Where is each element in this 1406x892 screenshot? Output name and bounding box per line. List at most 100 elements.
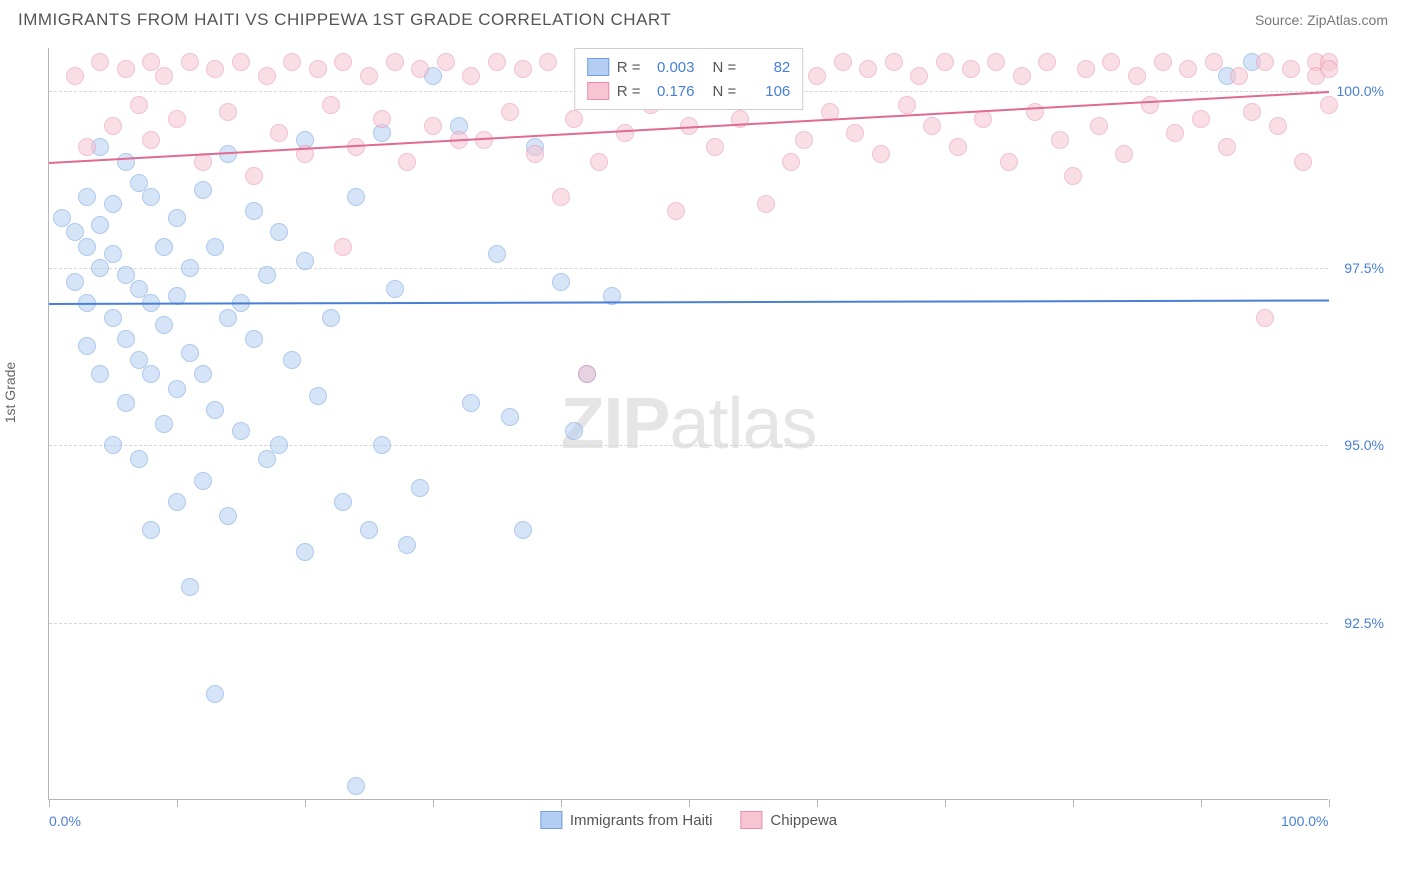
- legend-n-label: N =: [713, 83, 737, 100]
- data-point: [181, 578, 199, 596]
- data-point: [309, 60, 327, 78]
- data-point: [270, 124, 288, 142]
- data-point: [565, 422, 583, 440]
- data-point: [155, 415, 173, 433]
- data-point: [219, 507, 237, 525]
- data-point: [1038, 53, 1056, 71]
- data-point: [1256, 53, 1274, 71]
- data-point: [334, 493, 352, 511]
- data-point: [309, 387, 327, 405]
- data-point: [1102, 53, 1120, 71]
- x-tick: [1329, 799, 1330, 807]
- data-point: [424, 117, 442, 135]
- data-point: [91, 216, 109, 234]
- data-point: [232, 53, 250, 71]
- data-point: [130, 450, 148, 468]
- data-point: [1218, 138, 1236, 156]
- data-point: [514, 60, 532, 78]
- data-point: [117, 330, 135, 348]
- data-point: [1230, 67, 1248, 85]
- data-point: [462, 394, 480, 412]
- gridline: [49, 445, 1328, 446]
- data-point: [578, 365, 596, 383]
- series-legend: Immigrants from Haiti Chippewa: [540, 811, 837, 829]
- data-point: [1320, 96, 1338, 114]
- data-point: [501, 103, 519, 121]
- x-tick: [817, 799, 818, 807]
- legend-r-label: R =: [617, 59, 641, 76]
- data-point: [181, 53, 199, 71]
- data-point: [91, 53, 109, 71]
- x-tick: [433, 799, 434, 807]
- y-tick-label: 97.5%: [1344, 260, 1384, 276]
- data-point: [1269, 117, 1287, 135]
- y-tick-label: 92.5%: [1344, 615, 1384, 631]
- legend-r-label: R =: [617, 83, 641, 100]
- data-point: [1320, 60, 1338, 78]
- data-point: [1128, 67, 1146, 85]
- data-point: [104, 195, 122, 213]
- data-point: [181, 259, 199, 277]
- data-point: [206, 238, 224, 256]
- data-point: [334, 238, 352, 256]
- data-point: [885, 53, 903, 71]
- data-point: [552, 188, 570, 206]
- data-point: [142, 365, 160, 383]
- data-point: [386, 53, 404, 71]
- data-point: [232, 422, 250, 440]
- data-point: [808, 67, 826, 85]
- data-point: [1205, 53, 1223, 71]
- data-point: [347, 188, 365, 206]
- data-point: [104, 309, 122, 327]
- data-point: [795, 131, 813, 149]
- data-point: [117, 60, 135, 78]
- series-legend-item: Chippewa: [740, 811, 837, 829]
- data-point: [142, 521, 160, 539]
- data-point: [1000, 153, 1018, 171]
- data-point: [462, 67, 480, 85]
- legend-n-value: 106: [744, 83, 790, 100]
- data-point: [411, 60, 429, 78]
- data-point: [245, 202, 263, 220]
- data-point: [91, 259, 109, 277]
- data-point: [962, 60, 980, 78]
- data-point: [206, 401, 224, 419]
- data-point: [104, 436, 122, 454]
- watermark: ZIPatlas: [560, 383, 816, 465]
- x-tick-label: 100.0%: [1281, 813, 1328, 829]
- data-point: [194, 181, 212, 199]
- gridline: [49, 623, 1328, 624]
- data-point: [526, 145, 544, 163]
- x-tick: [49, 799, 50, 807]
- data-point: [501, 408, 519, 426]
- data-point: [539, 53, 557, 71]
- data-point: [398, 153, 416, 171]
- x-tick-label: 0.0%: [49, 813, 81, 829]
- data-point: [398, 536, 416, 554]
- legend-swatch: [587, 58, 609, 76]
- data-point: [923, 117, 941, 135]
- data-point: [142, 188, 160, 206]
- data-point: [846, 124, 864, 142]
- gridline: [49, 268, 1328, 269]
- series-legend-label: Immigrants from Haiti: [570, 812, 713, 829]
- data-point: [1243, 103, 1261, 121]
- data-point: [898, 96, 916, 114]
- data-point: [782, 153, 800, 171]
- data-point: [590, 153, 608, 171]
- data-point: [360, 67, 378, 85]
- y-tick-label: 100.0%: [1337, 83, 1384, 99]
- data-point: [565, 110, 583, 128]
- x-tick: [177, 799, 178, 807]
- data-point: [488, 245, 506, 263]
- data-point: [245, 167, 263, 185]
- data-point: [245, 330, 263, 348]
- data-point: [1026, 103, 1044, 121]
- data-point: [1115, 145, 1133, 163]
- data-point: [706, 138, 724, 156]
- chart-source: Source: ZipAtlas.com: [1255, 12, 1388, 28]
- data-point: [1154, 53, 1172, 71]
- data-point: [66, 67, 84, 85]
- data-point: [1192, 110, 1210, 128]
- data-point: [1077, 60, 1095, 78]
